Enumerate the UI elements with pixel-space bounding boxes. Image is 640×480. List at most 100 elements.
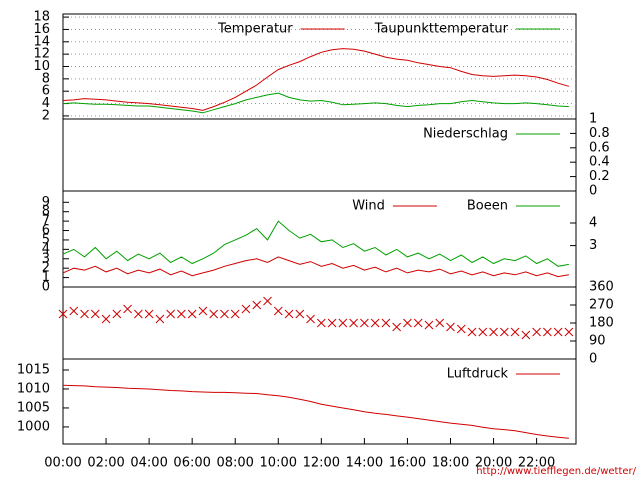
- direction-point: [112, 309, 122, 319]
- direction-point: [413, 318, 423, 328]
- direction-point: [392, 322, 402, 332]
- direction-point: [424, 320, 434, 330]
- direction-point: [467, 327, 477, 337]
- x-tick-label: 14:00: [346, 456, 383, 471]
- direction-point: [90, 309, 100, 319]
- direction-point: [553, 327, 563, 337]
- x-tick-label: 20:00: [475, 456, 512, 471]
- direction-point: [177, 309, 186, 319]
- direction-point: [187, 309, 197, 319]
- y-tick-label: 12: [33, 47, 50, 62]
- y-tick-label: 6: [42, 223, 50, 238]
- y-tick-label: 1000: [17, 419, 50, 434]
- y-tick-label: 4: [42, 242, 50, 257]
- direction-point: [316, 318, 326, 328]
- y-tick-label: 9: [42, 195, 50, 210]
- legend-label: Boeen: [467, 199, 508, 214]
- direction-point: [101, 314, 111, 324]
- direction-point: [220, 309, 229, 319]
- y-tick-label: 2: [42, 108, 50, 123]
- direction-point: [456, 324, 466, 334]
- series-line: [62, 384, 569, 439]
- y2-tick-label: 0.2: [589, 169, 610, 184]
- direction-point: [58, 309, 68, 319]
- y2-tick-label: 270: [589, 298, 614, 313]
- y2-tick-label: 4: [589, 216, 597, 231]
- y-tick-label: 10: [33, 59, 50, 74]
- y-tick-label: 8: [42, 71, 50, 86]
- direction-point: [166, 309, 175, 319]
- y-tick-label: 1015: [17, 363, 50, 378]
- y-tick-label: 14: [33, 34, 50, 49]
- y2-tick-label: 0: [589, 352, 597, 367]
- x-tick-label: 22:00: [518, 456, 555, 471]
- direction-point: [564, 327, 574, 337]
- direction-point: [155, 314, 165, 324]
- direction-point: [273, 306, 283, 316]
- y2-tick-label: 3: [589, 238, 597, 253]
- y-tick-label: 16: [33, 22, 50, 37]
- legend-label: Temperatur: [217, 22, 293, 37]
- y2-tick-label: 0.6: [589, 140, 610, 155]
- direction-point: [403, 318, 412, 328]
- y2-tick-label: 1: [589, 112, 597, 127]
- legend-label: Wind: [352, 199, 385, 214]
- legend-label: Niederschlag: [423, 127, 508, 142]
- direction-point: [284, 309, 294, 319]
- direction-point: [370, 318, 380, 328]
- y2-tick-label: 180: [589, 316, 614, 331]
- direction-point: [263, 296, 272, 306]
- direction-point: [252, 300, 262, 310]
- direction-point: [306, 314, 315, 324]
- direction-point: [80, 309, 89, 319]
- direction-point: [543, 327, 552, 337]
- y-tick-label: 1010: [17, 381, 50, 396]
- direction-point: [489, 327, 498, 337]
- direction-point: [133, 309, 143, 319]
- y-tick-label: 2: [42, 261, 50, 276]
- y2-tick-label: 0.8: [589, 126, 610, 141]
- y2-tick-label: 0: [589, 184, 597, 199]
- x-tick-label: 04:00: [130, 456, 167, 471]
- direction-point: [532, 327, 541, 337]
- legend-label: Luftdruck: [447, 367, 509, 382]
- y-tick-label: 0: [42, 280, 50, 295]
- y-tick-label: 6: [42, 84, 50, 99]
- x-tick-label: 02:00: [87, 456, 124, 471]
- series-line: [62, 92, 569, 114]
- direction-point: [241, 304, 251, 314]
- x-tick-label: 18:00: [432, 456, 469, 471]
- panel-frame: [62, 358, 577, 445]
- direction-point: [510, 327, 520, 337]
- series-line: [62, 48, 570, 111]
- direction-point: [338, 318, 348, 328]
- x-tick-label: 10:00: [260, 456, 297, 471]
- y2-tick-label: 360: [589, 280, 614, 295]
- y-tick-label: 18: [33, 10, 50, 25]
- legend-label: Taupunkttemperatur: [374, 22, 509, 37]
- direction-point: [360, 318, 369, 328]
- series-line: [62, 220, 569, 267]
- direction-point: [521, 330, 531, 340]
- y2-tick-label: 0.4: [589, 155, 610, 170]
- y-tick-label: 8: [42, 204, 50, 219]
- footer: http://www.tiefflegen.de/wetter/: [476, 466, 636, 477]
- direction-point: [499, 327, 509, 337]
- direction-point: [230, 309, 240, 319]
- x-tick-label: 06:00: [173, 456, 210, 471]
- direction-point: [295, 309, 305, 319]
- x-tick-label: 12:00: [303, 456, 340, 471]
- direction-point: [209, 309, 219, 319]
- x-tick-label: 16:00: [389, 456, 426, 471]
- y-tick-label: 1: [42, 270, 50, 285]
- direction-point: [349, 318, 358, 328]
- direction-point: [144, 309, 154, 319]
- direction-point: [123, 304, 132, 314]
- direction-point: [435, 318, 445, 328]
- y-tick-label: 5: [42, 232, 50, 247]
- y-tick-label: 4: [42, 96, 50, 111]
- direction-point: [327, 318, 337, 328]
- series-line: [62, 256, 569, 278]
